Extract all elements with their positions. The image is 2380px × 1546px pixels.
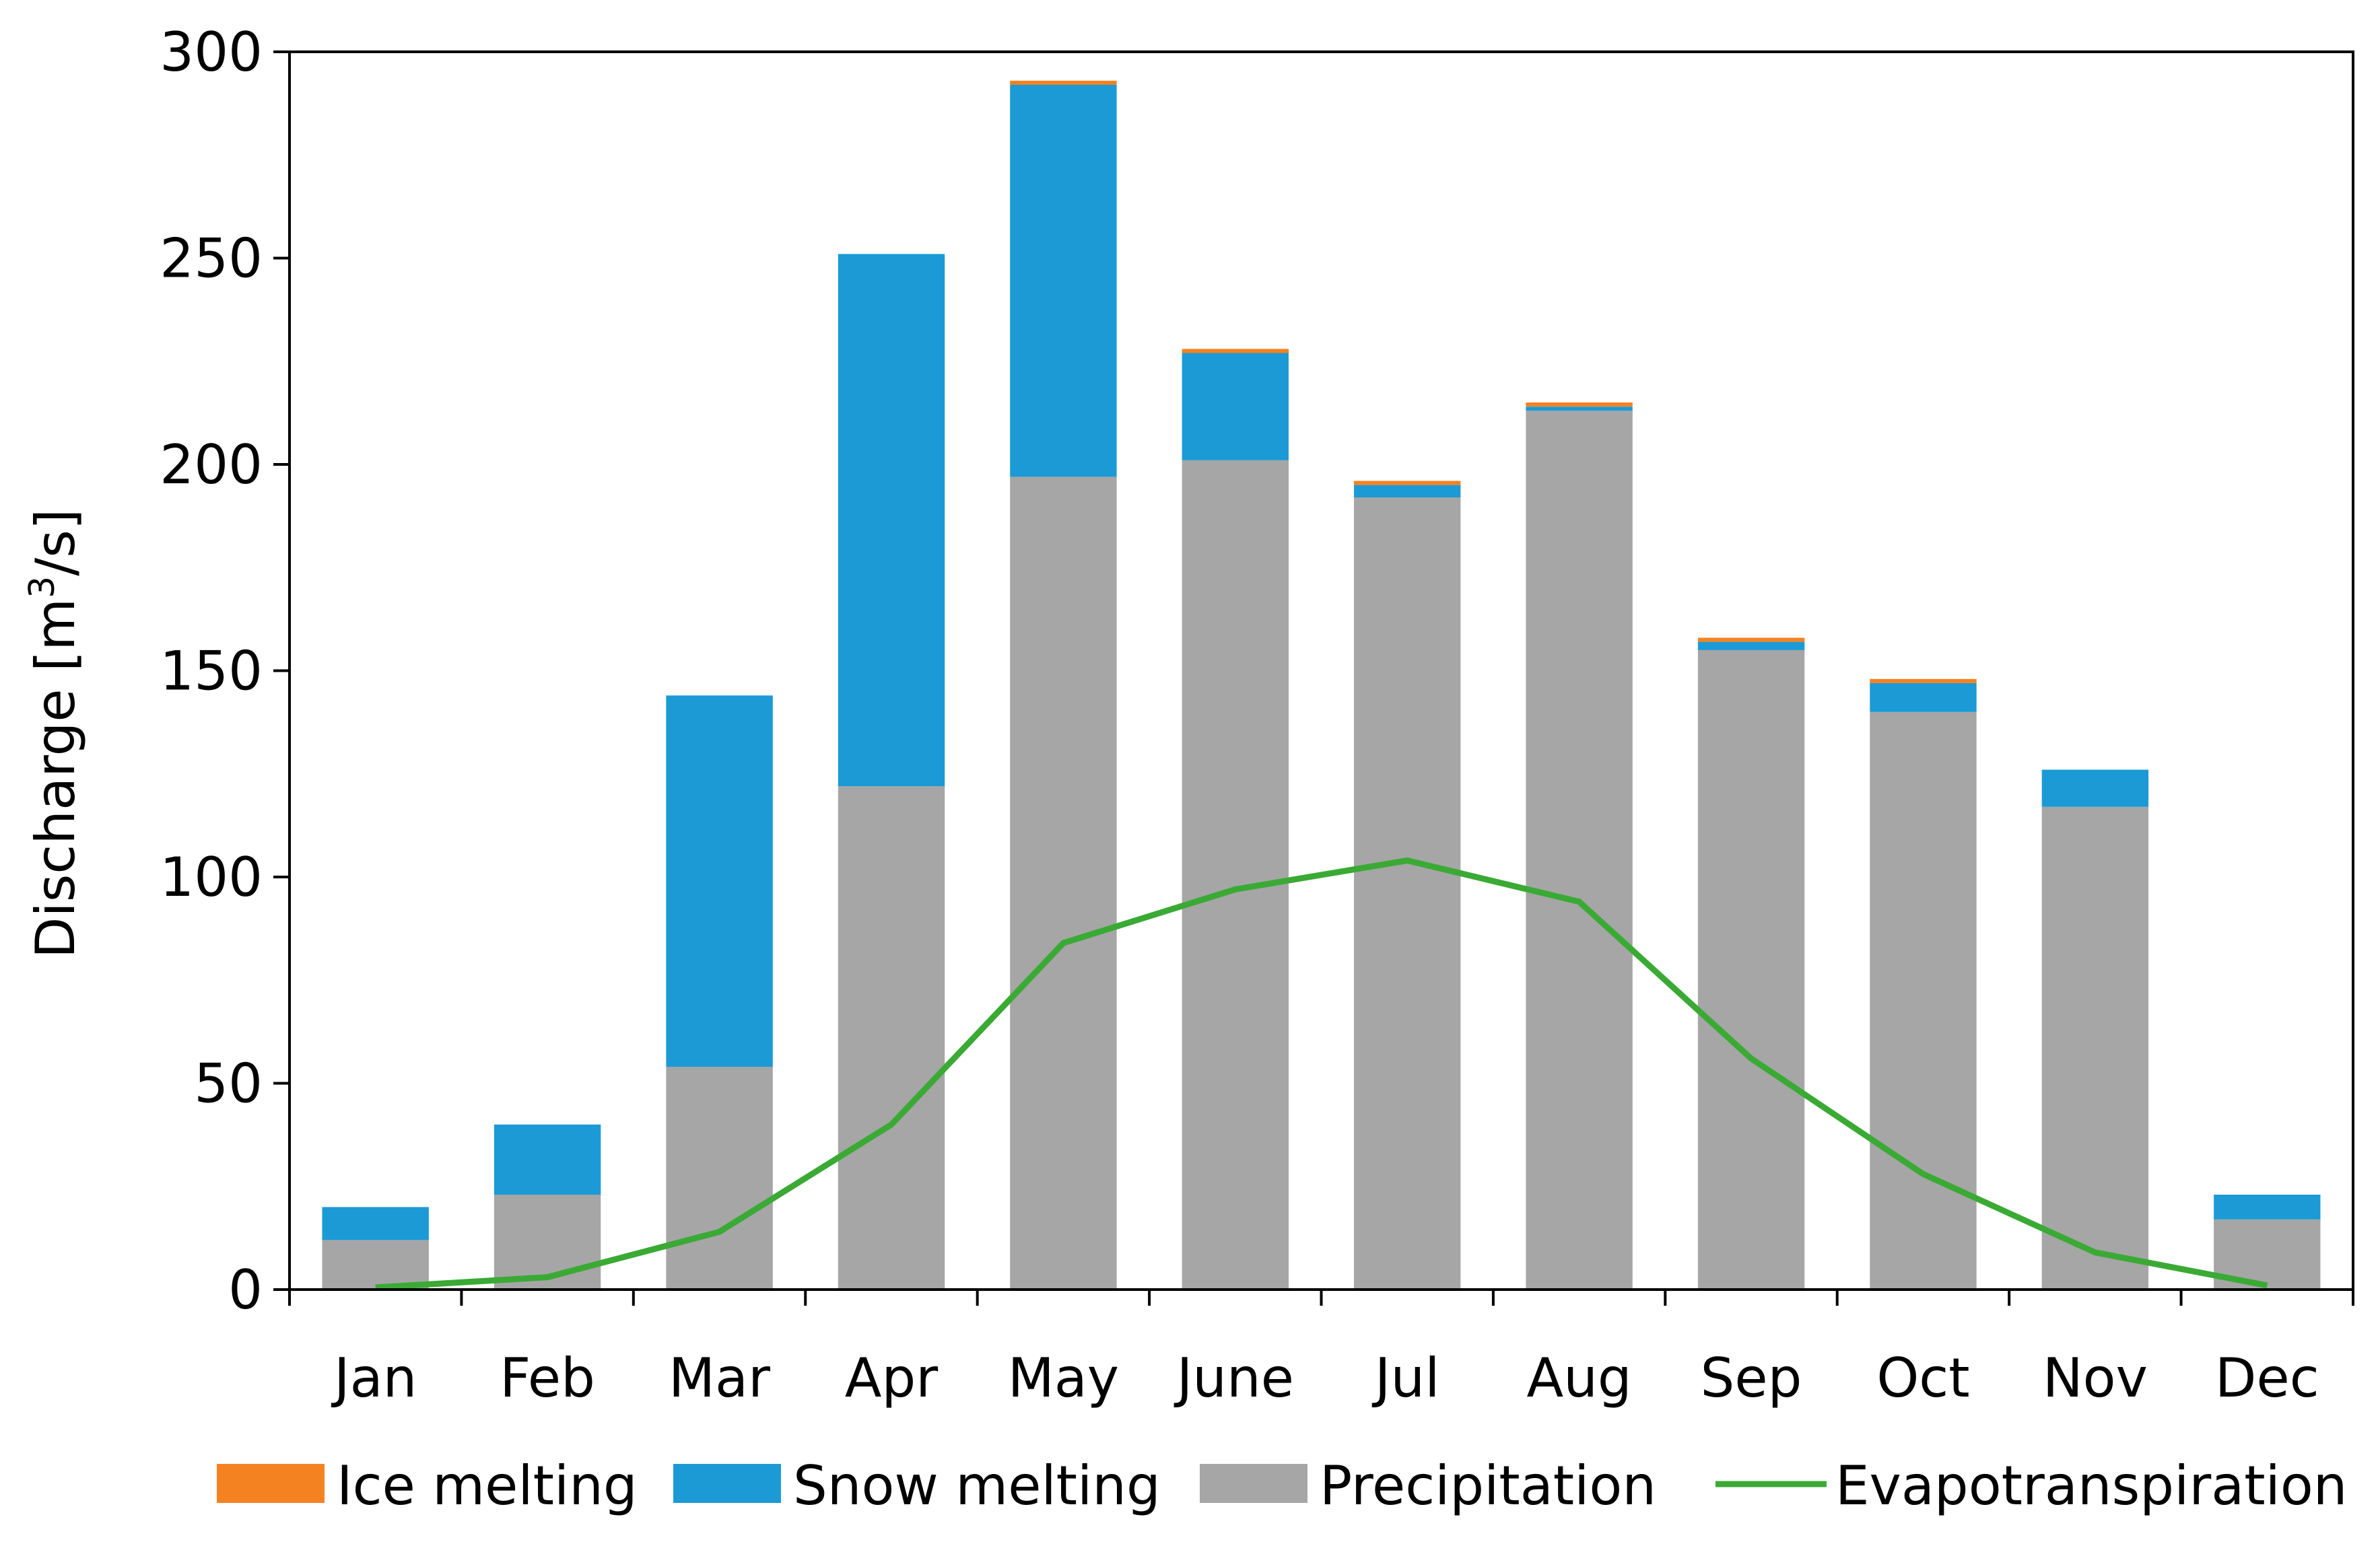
x-tick-label-may: May <box>1008 1347 1119 1409</box>
y-axis-title: Discharge [m3/s] <box>22 509 87 958</box>
bar-snow-melting-aug <box>1526 407 1633 411</box>
legend-swatch-precipitation <box>1200 1464 1307 1503</box>
x-tick-label-jul: Jul <box>1371 1347 1440 1409</box>
legend-label-evapotranspiration: Evapotranspiration <box>1835 1454 2347 1517</box>
bar-snow-melting-mar <box>666 695 773 1067</box>
x-tick-label-apr: Apr <box>845 1347 939 1409</box>
legend-label-ice-melting: Ice melting <box>337 1454 638 1517</box>
bar-precipitation-may <box>1010 477 1117 1290</box>
bar-ice-melting-june <box>1182 349 1289 353</box>
x-tick-label-sep: Sep <box>1701 1347 1802 1409</box>
bar-snow-melting-jan <box>322 1207 429 1240</box>
bar-precipitation-nov <box>2041 806 2149 1290</box>
bar-ice-melting-oct <box>1870 678 1977 683</box>
legend-swatch-ice-melting <box>217 1464 325 1503</box>
legend-swatch-snow-melting <box>673 1464 781 1503</box>
bar-ice-melting-may <box>1010 80 1117 85</box>
y-tick-label-300: 300 <box>160 21 263 83</box>
x-tick-label-nov: Nov <box>2043 1347 2148 1409</box>
bar-snow-melting-jul <box>1354 485 1461 497</box>
bar-precipitation-jan <box>322 1240 429 1290</box>
bar-snow-melting-apr <box>838 254 945 787</box>
line-layer <box>375 857 2268 1291</box>
y-tick-label-50: 50 <box>194 1053 263 1115</box>
bar-snow-melting-oct <box>1870 682 1977 712</box>
legend-label-precipitation: Precipitation <box>1320 1454 1656 1517</box>
y-tick-label-200: 200 <box>160 433 263 496</box>
bar-precipitation-oct <box>1870 711 1977 1290</box>
x-tick-label-mar: Mar <box>669 1347 770 1409</box>
y-tick-label-150: 150 <box>160 640 263 703</box>
bar-ice-melting-sep <box>1697 637 1805 642</box>
bar-precipitation-sep <box>1697 649 1805 1290</box>
bar-snow-melting-june <box>1182 353 1289 460</box>
legend-label-snow-melting: Snow melting <box>793 1454 1161 1517</box>
bar-precipitation-mar <box>666 1067 773 1290</box>
y-axis-title-superscript: 3 <box>22 576 63 598</box>
x-tick-label-aug: Aug <box>1526 1347 1631 1409</box>
bar-snow-melting-nov <box>2041 769 2149 807</box>
bar-precipitation-june <box>1182 460 1289 1290</box>
bar-snow-melting-feb <box>494 1124 601 1195</box>
x-tick-label-feb: Feb <box>500 1347 595 1409</box>
line-evapotranspiration <box>375 857 2268 1291</box>
bar-snow-melting-dec <box>2214 1195 2321 1220</box>
x-tick-label-jan: Jan <box>331 1347 417 1409</box>
bar-snow-melting-may <box>1010 85 1117 477</box>
axes-layer: 0 50 100 150 200 250 300 Jan Feb Mar Apr May June Jul… <box>160 21 2354 1409</box>
y-tick-label-250: 250 <box>160 227 263 290</box>
bar-precipitation-feb <box>494 1195 601 1290</box>
x-tick-label-oct: Oct <box>1876 1347 1969 1409</box>
x-tick-label-june: June <box>1174 1347 1294 1409</box>
bar-snow-melting-sep <box>1697 641 1805 650</box>
bar-precipitation-aug <box>1526 411 1633 1290</box>
legend: Ice melting Snow melting Precipitation Evap… <box>217 1454 2347 1517</box>
y-tick-label-0: 0 <box>228 1259 263 1321</box>
bar-ice-melting-aug <box>1526 402 1633 407</box>
bar-precipitation-jul <box>1354 497 1461 1290</box>
x-tick-label-dec: Dec <box>2215 1347 2319 1409</box>
bar-precipitation-apr <box>838 786 945 1290</box>
y-tick-label-100: 100 <box>160 846 263 909</box>
bar-ice-melting-jul <box>1354 481 1461 485</box>
bars-layer <box>322 80 2321 1290</box>
